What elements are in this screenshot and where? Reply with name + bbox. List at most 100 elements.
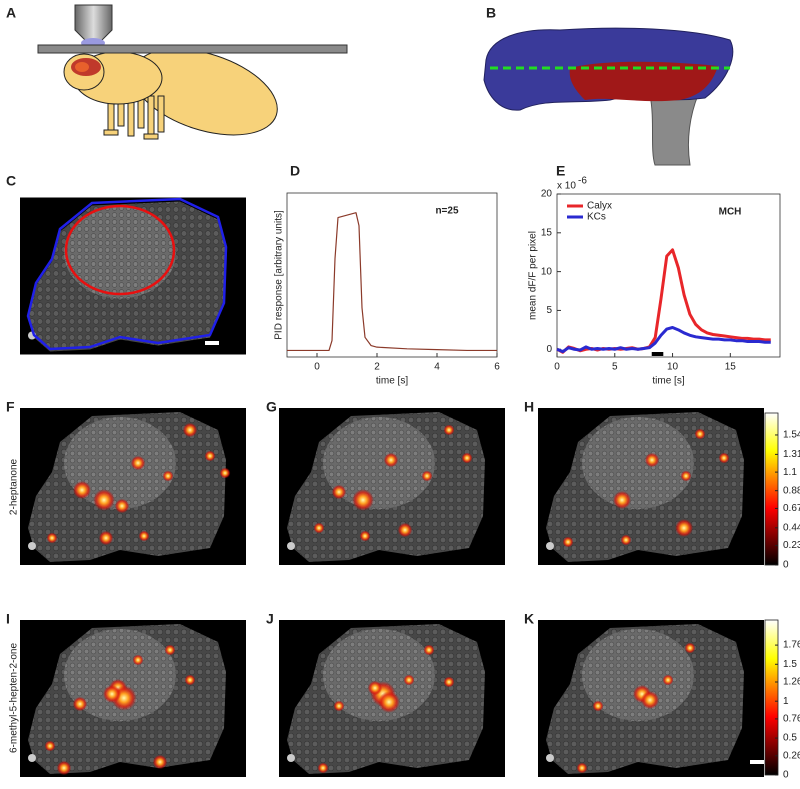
activity-spot	[44, 740, 56, 752]
colorbar-tick-label: 1.31	[783, 449, 800, 460]
activity-spot	[46, 532, 58, 544]
stimulus-bar	[651, 352, 664, 356]
colorbar-tick-label: 0.44	[783, 522, 800, 533]
activity-spot	[397, 522, 413, 538]
x-tick-label: 15	[725, 362, 737, 373]
response-image	[20, 408, 246, 565]
panel-label: D	[290, 163, 300, 179]
panel-label: I	[6, 611, 10, 627]
response-image	[538, 620, 764, 777]
colorbar	[764, 412, 779, 566]
axes-box	[286, 192, 498, 358]
activity-spot	[352, 489, 374, 511]
mushroom-body	[75, 62, 89, 72]
activity-spot	[204, 450, 216, 462]
activity-spot	[182, 422, 198, 438]
activity-spot	[103, 685, 121, 703]
kc-outline	[26, 197, 228, 351]
activity-spot	[359, 530, 371, 542]
activity-spot	[684, 642, 696, 654]
x-axis-label: time [s]	[376, 376, 408, 387]
legend-label: Calyx	[587, 201, 612, 212]
y-tick-label: 5	[546, 305, 552, 316]
activity-spot	[98, 530, 114, 546]
colorbar-tick-label: 0.67	[783, 503, 800, 514]
panel-label: F	[6, 399, 15, 415]
microscopy-image	[279, 408, 505, 565]
activity-spot	[641, 691, 659, 709]
activity-spot	[152, 754, 168, 770]
response-image	[279, 620, 505, 777]
response-image	[279, 408, 505, 565]
activity-spot	[461, 452, 473, 464]
activity-spot	[592, 700, 604, 712]
row-label: 2-heptanone	[9, 458, 20, 515]
activity-spot	[662, 674, 674, 686]
activity-spot	[644, 452, 660, 468]
colorbar-tick-label: 1.26	[783, 677, 800, 688]
peduncle	[649, 94, 699, 166]
activity-spot	[383, 452, 399, 468]
activity-spot	[421, 470, 433, 482]
calyx-outline	[64, 204, 176, 296]
legend-label: KCs	[587, 212, 606, 223]
activity-spot	[114, 498, 130, 514]
activity-spot	[620, 534, 632, 546]
activity-spot	[378, 691, 400, 713]
activity-spot	[184, 674, 196, 686]
activity-spot	[443, 424, 455, 436]
colorbar-tick-label: 0	[783, 770, 789, 781]
y-multiplier: x 10	[557, 181, 576, 192]
y-multiplier-exponent: -6	[578, 176, 587, 187]
x-tick-label: 2	[374, 362, 380, 373]
activity-spot	[403, 674, 415, 686]
colorbar-tick-label: 1.54	[783, 430, 800, 441]
colorbar-tick-label: 1	[783, 696, 789, 707]
row-label: 6-methyl-5-hepten-2-one	[9, 643, 20, 753]
data-line	[556, 248, 771, 354]
axes-box	[556, 193, 781, 358]
activity-spot	[162, 470, 174, 482]
activity-spot	[333, 700, 345, 712]
x-tick-label: 0	[554, 362, 560, 373]
activity-spot	[613, 491, 631, 509]
activity-spot	[367, 680, 383, 696]
activity-spot	[317, 762, 329, 774]
y-tick-label: 10	[541, 266, 553, 277]
response-image	[538, 408, 764, 565]
x-tick-label: 5	[612, 362, 618, 373]
panel-label: H	[524, 399, 534, 415]
objective	[74, 4, 113, 41]
panel-label: E	[556, 163, 565, 179]
annotation: n=25	[435, 206, 459, 217]
x-tick-label: 10	[667, 362, 679, 373]
y-tick-label: 20	[541, 189, 553, 200]
activity-spot	[72, 696, 88, 712]
panel-label: K	[524, 611, 534, 627]
x-axis-label: time [s]	[652, 376, 684, 387]
activity-spot	[73, 481, 91, 499]
x-tick-label: 0	[314, 362, 320, 373]
panel-label: B	[486, 5, 496, 21]
legs	[103, 91, 165, 140]
panel-label: C	[6, 173, 16, 189]
panel-label: A	[6, 5, 16, 21]
activity-spot	[313, 522, 325, 534]
data-line	[287, 212, 497, 352]
activity-spot	[93, 489, 115, 511]
y-tick-label: 0	[546, 344, 552, 355]
colorbar-tick-label: 1.5	[783, 659, 797, 670]
panel-label: J	[266, 611, 274, 627]
activity-spot	[331, 484, 347, 500]
x-tick-label: 6	[494, 362, 500, 373]
activity-spot	[718, 452, 730, 464]
y-axis-label: PID response [arbitrary units]	[274, 210, 285, 340]
mushroom-body-render	[483, 27, 734, 166]
colorbar-tick-label: 0.88	[783, 485, 800, 496]
y-tick-label: 15	[541, 227, 553, 238]
colorbar-tick-label: 0	[783, 560, 789, 571]
response-images	[20, 408, 764, 777]
calyx	[569, 61, 718, 102]
activity-spot	[164, 644, 176, 656]
